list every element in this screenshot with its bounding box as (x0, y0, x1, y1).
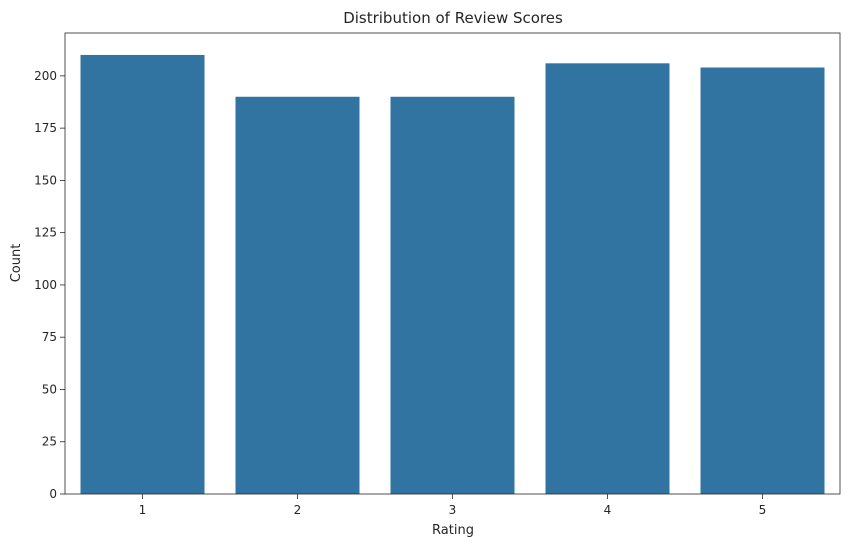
y-tick-label: 0 (49, 487, 57, 501)
y-tick-label: 75 (42, 330, 57, 344)
bar-rating-2 (235, 96, 360, 494)
y-axis-label: Count (9, 244, 24, 283)
y-tick-label: 125 (34, 226, 57, 240)
plot-frame (64, 32, 841, 495)
x-tick-label: 2 (294, 503, 302, 517)
y-tick-label: 25 (42, 435, 57, 449)
x-axis-label: Rating (432, 523, 474, 538)
bar-rating-1 (80, 54, 205, 494)
chart-title: Distribution of Review Scores (343, 9, 563, 27)
x-tick-label: 1 (139, 503, 147, 517)
x-tick-label: 5 (759, 503, 767, 517)
y-tick-label: 100 (34, 278, 57, 292)
bar-rating-5 (700, 67, 825, 495)
x-tick-label: 4 (604, 503, 612, 517)
y-tick-label: 200 (34, 69, 57, 83)
x-tick-label: 3 (449, 503, 457, 517)
bar-rating-3 (390, 96, 515, 494)
bars-group (80, 54, 825, 495)
bar-rating-4 (545, 63, 670, 495)
x-axis-ticks: 1 2 3 4 5 (139, 494, 767, 517)
y-tick-label: 175 (34, 121, 57, 135)
y-tick-label: 150 (34, 173, 57, 187)
y-axis-ticks: 0 25 50 75 100 125 150 175 200 (34, 69, 65, 501)
y-tick-label: 50 (42, 382, 57, 396)
